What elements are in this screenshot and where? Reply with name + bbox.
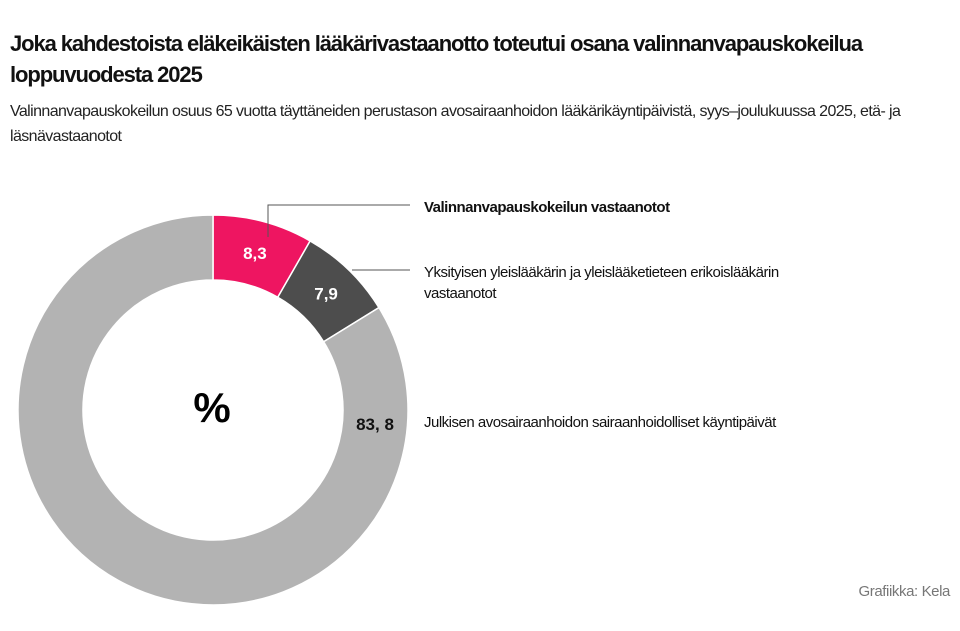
legend-label-1: Valinnanvapauskokeilun vastaanotot <box>424 199 670 216</box>
legend-label-3: Julkisen avosairaanhoidon sairaanhoidoll… <box>424 414 776 431</box>
leader-line-1 <box>267 204 410 237</box>
legend-label-2: Yksityisen yleislääkärin ja yleislääketi… <box>424 264 779 302</box>
slice-value-label-2: 7,9 <box>314 284 338 303</box>
chart-title: Joka kahdestoista eläkeikäisten lääkäriv… <box>10 31 863 87</box>
center-label: % <box>193 384 230 431</box>
slice-value-label-3: 83, 8 <box>356 415 394 434</box>
donut-slice-3 <box>17 214 409 606</box>
slice-value-label-1: 8,3 <box>243 244 267 263</box>
chart-subtitle: Valinnanvapauskokeilun osuus 65 vuotta t… <box>10 103 901 145</box>
credit: Grafiikka: Kela <box>858 583 950 600</box>
